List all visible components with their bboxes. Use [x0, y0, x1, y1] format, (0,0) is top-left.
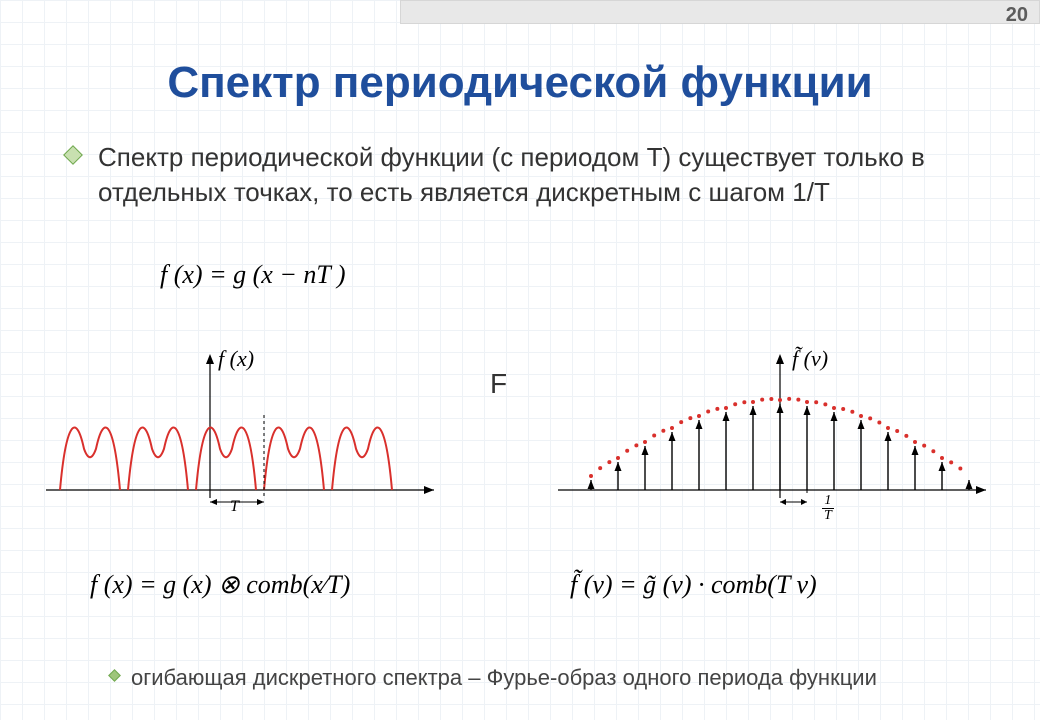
formula-bottom-right: f̃ (ν) = g̃ (ν) · comb(T ν)	[570, 570, 817, 600]
body-paragraph: Спектр периодической функции (с периодом…	[98, 140, 998, 210]
periodic-function-plot	[40, 350, 440, 520]
slide-title: Спектр периодической функции	[0, 58, 1040, 108]
left-period-label: T	[230, 498, 239, 516]
left-plot-label: f (x)	[218, 346, 254, 372]
page-number: 20	[1006, 4, 1028, 27]
diamond-bullet-small-icon	[108, 669, 121, 682]
frac-num: 1	[822, 494, 834, 509]
formula-bottom-left: f (x) = g (x) ⊗ comb(x⁄T)	[90, 570, 350, 600]
body-bullet: Спектр периодической функции (с периодом…	[66, 140, 998, 210]
formula-top: f (x) = g (x − nT )	[160, 260, 346, 290]
right-plot-label: f̃ (ν)	[792, 346, 828, 372]
footer-note: огибающая дискретного спектра – Фурье-об…	[131, 665, 877, 691]
top-header-bar	[400, 0, 1040, 24]
right-period-label: 1T	[822, 494, 834, 524]
fourier-transform-symbol: F	[490, 368, 507, 400]
discrete-spectrum-plot	[552, 350, 992, 520]
frac-den: T	[822, 509, 834, 523]
diamond-bullet-icon	[63, 145, 83, 165]
footer-bullet: огибающая дискретного спектра – Фурье-об…	[110, 665, 877, 691]
